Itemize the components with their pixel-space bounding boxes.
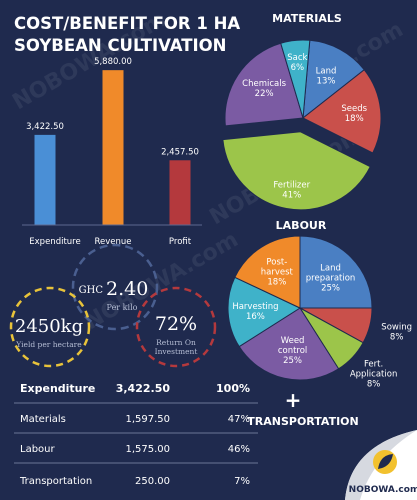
cost-table: Expenditure 3,422.50 100% Materials 1,59… bbox=[14, 382, 258, 487]
bar-category-label: Expenditure bbox=[29, 237, 80, 247]
plus-icon: + bbox=[285, 388, 302, 412]
bar-value-label: 2,457.50 bbox=[161, 147, 199, 157]
pie-slice-label: Fert. bbox=[364, 360, 383, 370]
pie-slice-land bbox=[302, 39, 365, 120]
roi-circle bbox=[135, 286, 217, 368]
table-row-percent: 47% bbox=[228, 414, 250, 425]
pie-slice-sack bbox=[280, 39, 311, 119]
pie-slice-land-preparation bbox=[299, 235, 373, 309]
pie-slice-label: control bbox=[278, 346, 307, 356]
pie-slice-label: Fertilizer bbox=[273, 180, 310, 190]
table-header-label: Expenditure bbox=[20, 382, 95, 395]
table-row-label: Labour bbox=[20, 444, 56, 455]
price-value: 2.40 bbox=[106, 278, 148, 300]
pie-slice-percent: 16% bbox=[246, 312, 265, 322]
pie-slice-label: Application bbox=[350, 370, 398, 380]
roi-value: 72% bbox=[155, 313, 197, 335]
pie-slice-label: Harvesting bbox=[232, 302, 278, 312]
bar-expenditure bbox=[34, 134, 56, 225]
pie-slice-harvesting bbox=[227, 276, 302, 348]
pie-slice-label: Chemicals bbox=[242, 79, 286, 89]
pie-slice-percent: 18% bbox=[267, 278, 286, 288]
pie-slice-seeds bbox=[302, 69, 382, 154]
pie-slice-chemicals bbox=[224, 42, 304, 127]
bar-category-label: Revenue bbox=[94, 237, 131, 247]
table-row-amount: 1,575.00 bbox=[125, 444, 170, 455]
pie-slice-label: Sowing bbox=[381, 322, 412, 332]
price-label: Per kilo bbox=[107, 303, 138, 312]
roi-stat: 72% Return On Investment bbox=[135, 286, 217, 368]
table-row-amount: 250.00 bbox=[135, 476, 170, 487]
transportation-heading: TRANSPORTATION bbox=[247, 415, 358, 428]
pie-slice-label: Land bbox=[320, 263, 341, 273]
leaf-icon bbox=[378, 454, 393, 469]
bar-value-label: 5,880.00 bbox=[94, 57, 132, 67]
bar-value-label: 3,422.50 bbox=[26, 122, 64, 132]
pie-slice-label: Post- bbox=[266, 258, 287, 268]
title-line-2: SOYBEAN CULTIVATION bbox=[14, 36, 227, 55]
bar-chart: 3,422.50 Expenditure 5,880.00 Revenue 2,457.… bbox=[22, 57, 202, 247]
yield-value: 2450kg bbox=[15, 316, 83, 337]
roi-label-2: Investment bbox=[155, 347, 198, 356]
table-row-label: Transportation bbox=[19, 476, 92, 487]
price-circle bbox=[71, 243, 159, 331]
labour-title: LABOUR bbox=[276, 219, 327, 232]
pie-slice-percent: 13% bbox=[317, 76, 336, 86]
pie-slice-label: Seeds bbox=[341, 104, 367, 114]
pie-slice-post-harvest bbox=[234, 235, 301, 309]
page-curl-corner: NOBOWA.com bbox=[345, 430, 417, 500]
pie-slice-label: Weed bbox=[281, 336, 305, 346]
bar-profit bbox=[169, 160, 191, 225]
pie-slice-fertilizer bbox=[222, 131, 371, 211]
yield-label: Yield per hectare bbox=[15, 340, 82, 349]
materials-title: MATERIALS bbox=[272, 12, 342, 25]
pie-slice-percent: 18% bbox=[345, 114, 364, 124]
pie-slice-weed-control bbox=[238, 307, 340, 381]
table-header-amount: 3,422.50 bbox=[116, 382, 171, 395]
brand-name: NOBOWA.com bbox=[349, 485, 417, 495]
title-line-1: COST/BENEFIT FOR 1 HA bbox=[14, 14, 240, 33]
table-header-percent: 100% bbox=[216, 382, 250, 395]
page-curl-fold bbox=[345, 430, 417, 500]
pie-slice-percent: 6% bbox=[291, 63, 305, 73]
yield-stat: 2450kg Yield per hectare bbox=[9, 286, 91, 368]
price-currency: GHC bbox=[79, 285, 104, 296]
pie-slice-percent: 25% bbox=[283, 356, 302, 366]
pie-slice-label: harvest bbox=[261, 268, 294, 278]
roi-label-1: Return On bbox=[156, 338, 196, 347]
table-row-label: Materials bbox=[20, 414, 66, 425]
pie-slice-label: Sack bbox=[287, 53, 307, 63]
pie-slice-percent: 22% bbox=[255, 89, 274, 99]
price-stat: GHC 2.40 Per kilo bbox=[71, 243, 159, 331]
pie-slice-label: preparation bbox=[306, 273, 356, 283]
bar-category-label: Profit bbox=[169, 237, 192, 247]
pie-slice-percent: 41% bbox=[282, 190, 301, 200]
table-row-percent: 7% bbox=[234, 476, 250, 487]
labour-pie-chart: Landpreparation25%Sowing8%Fert.Applicati… bbox=[227, 235, 412, 390]
table-row-percent: 46% bbox=[228, 444, 250, 455]
bar-revenue bbox=[102, 70, 124, 225]
table-row-amount: 1,597.50 bbox=[125, 414, 170, 425]
pie-slice-label: Land bbox=[316, 66, 337, 76]
pie-slice-percent: 8% bbox=[390, 332, 404, 342]
pie-slice-percent: 25% bbox=[321, 283, 340, 293]
yield-circle bbox=[9, 286, 91, 368]
pie-slice-percent: 8% bbox=[367, 380, 381, 390]
